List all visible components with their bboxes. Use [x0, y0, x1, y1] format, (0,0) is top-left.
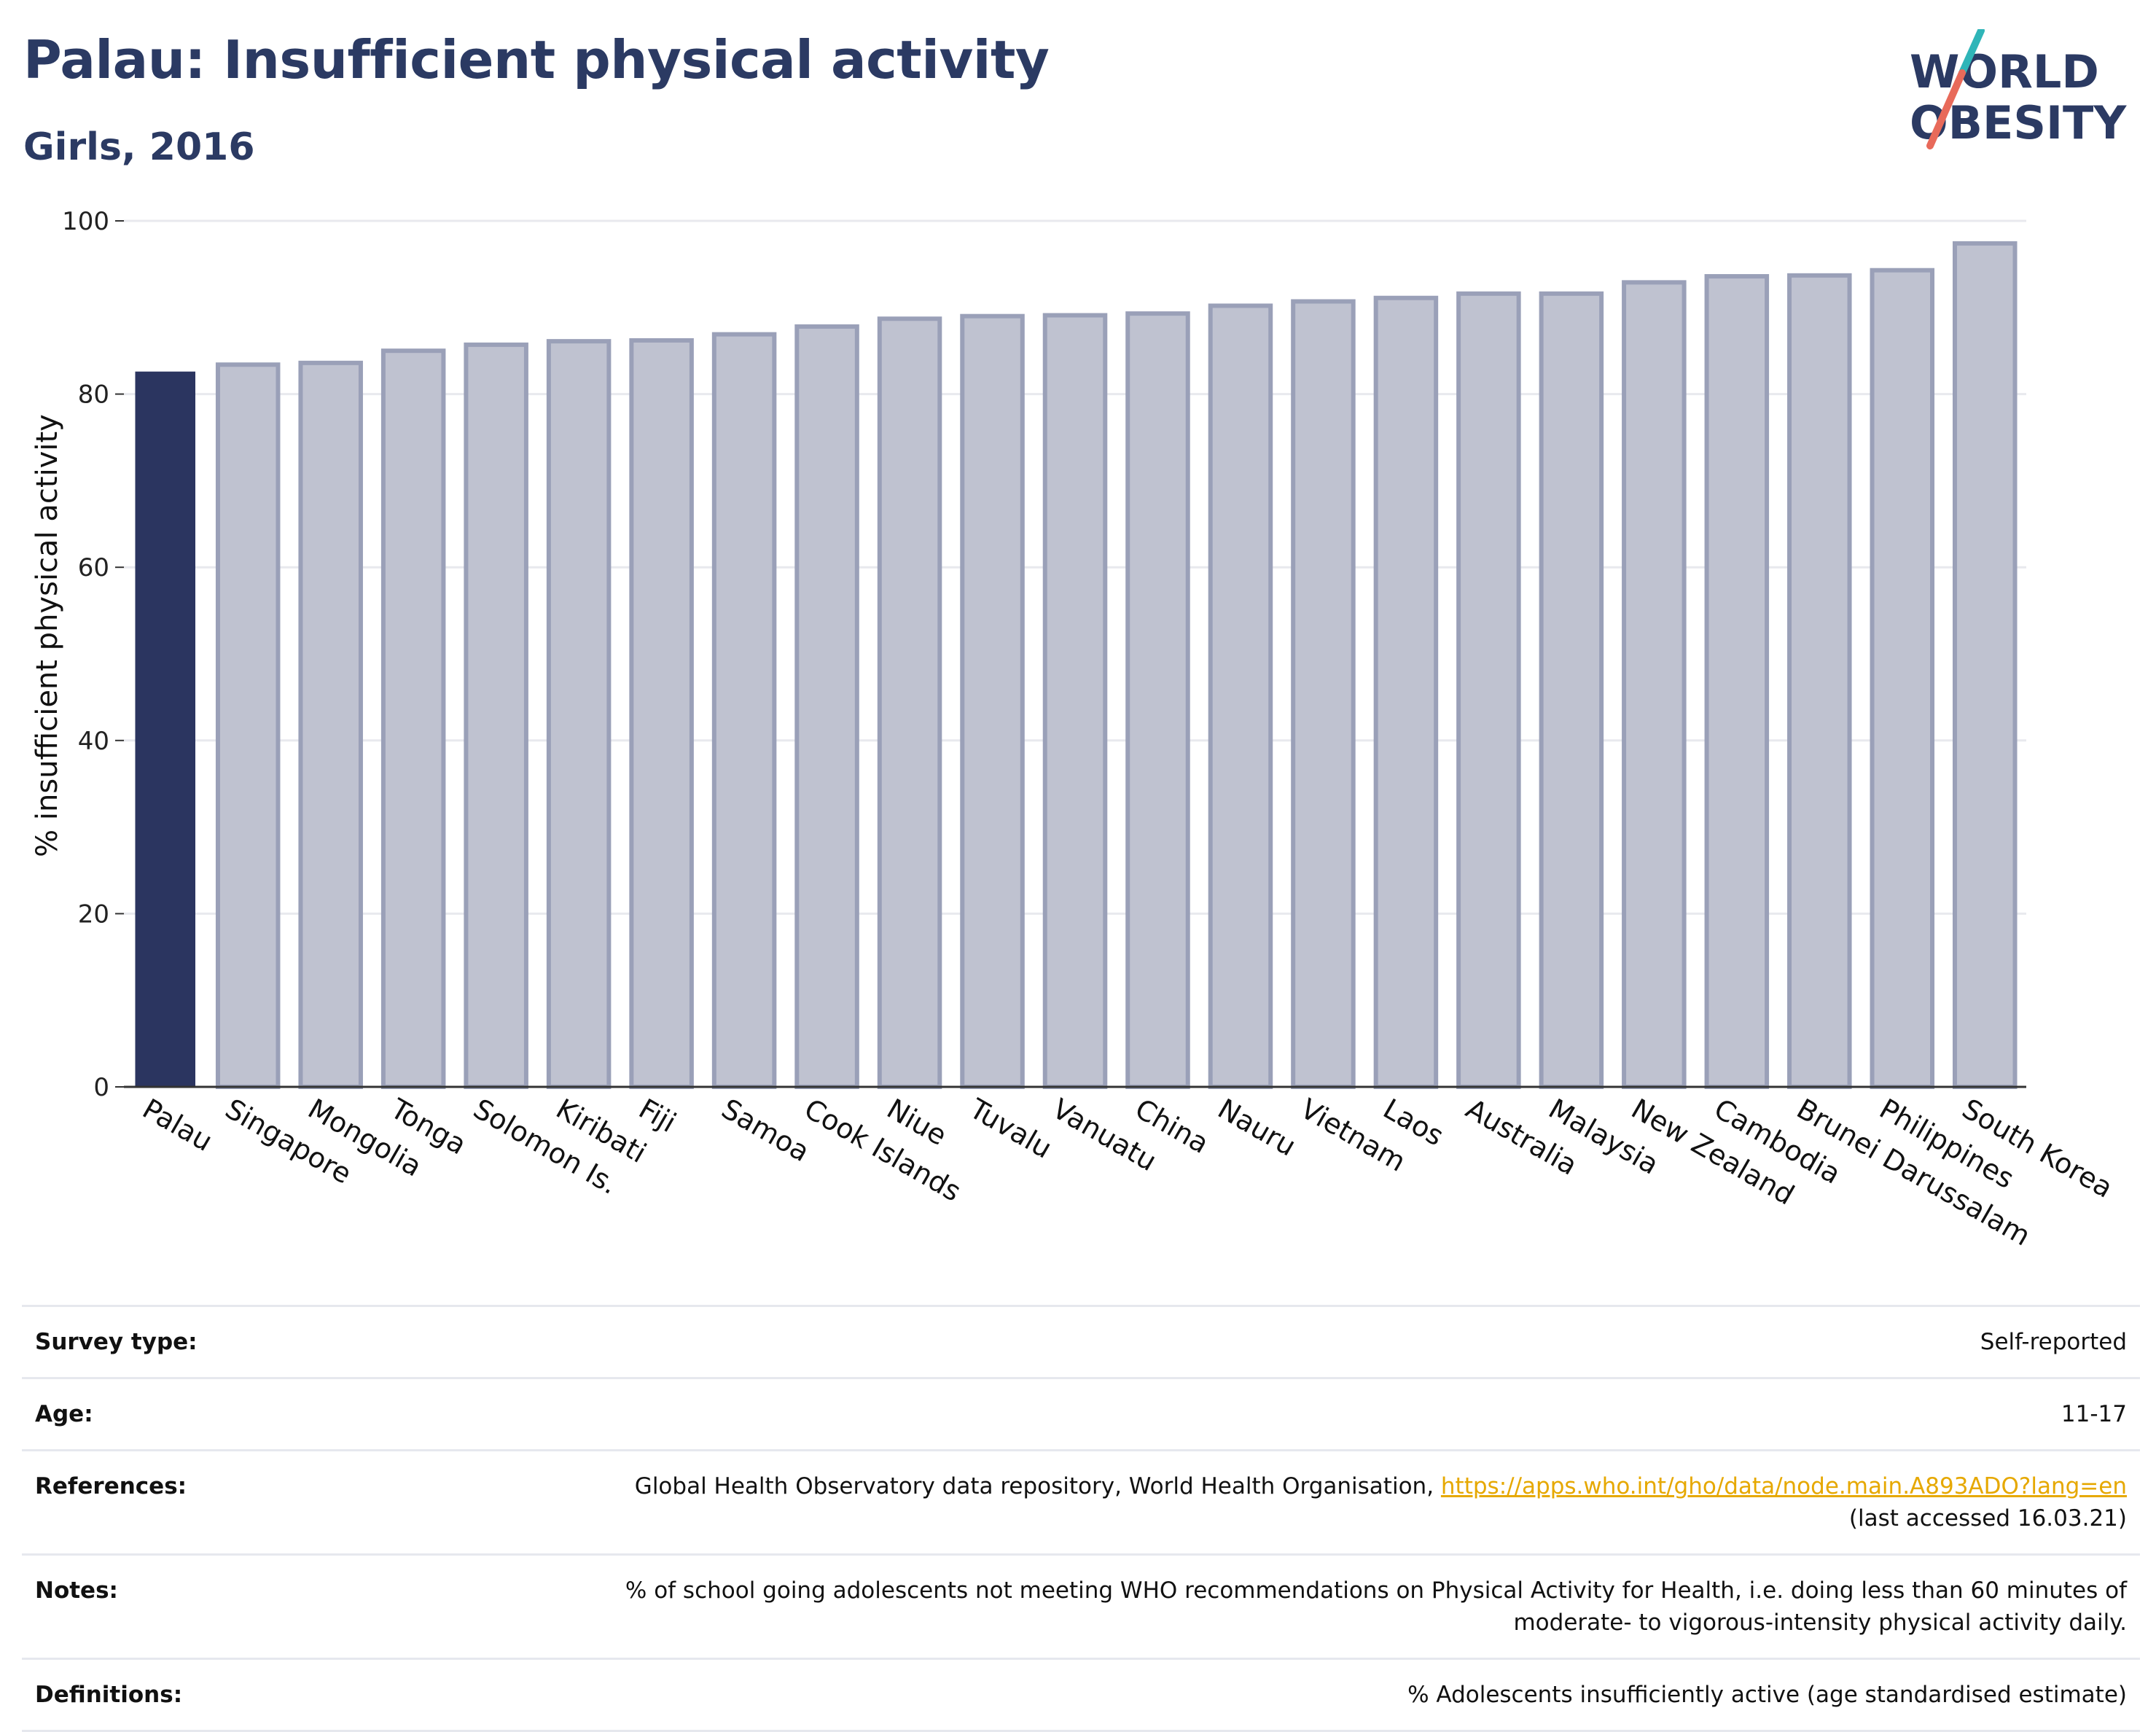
bar-singapore — [215, 362, 281, 1089]
bar-brunei-darussalam — [1787, 273, 1852, 1089]
y-tick-label: 20 — [78, 900, 109, 929]
x-tick-label: Fiji — [633, 1093, 681, 1139]
x-tick-label: Tuvalu — [964, 1092, 1057, 1165]
reference-text: Global Health Observatory data repositor… — [634, 1473, 1441, 1499]
y-tick-label: 40 — [78, 727, 109, 756]
bar-samoa — [711, 332, 777, 1089]
reference-link[interactable]: https://apps.who.int/gho/data/node.main.… — [1440, 1473, 2127, 1499]
bar-nauru — [1208, 303, 1273, 1090]
bar-philippines — [1870, 268, 1935, 1090]
bar-tonga — [380, 348, 446, 1089]
info-row-age: Age: 11-17 — [22, 1377, 2140, 1449]
logo-word-1: WORLD — [1910, 45, 2099, 98]
bar-tuvalu — [960, 313, 1025, 1089]
info-key: References: — [35, 1473, 187, 1499]
y-axis-title: % insufficient physical activity — [31, 414, 64, 857]
axes: 0 20 40 60 80 100 — [62, 207, 2026, 1102]
bar-solomon-is — [464, 342, 528, 1090]
bar-cook-islands — [794, 324, 859, 1089]
info-value: Self-reported — [1980, 1329, 2127, 1355]
world-obesity-logo: WORLD OBESITY — [1910, 29, 2127, 149]
info-row-notes: Notes: % of school going adolescents not… — [22, 1553, 2140, 1658]
bar-australia — [1456, 291, 1521, 1089]
y-tick-label: 0 — [93, 1073, 109, 1102]
bar-palau — [135, 371, 195, 1087]
info-key: Age: — [35, 1401, 93, 1427]
y-tick-label: 100 — [62, 207, 109, 236]
info-table: Survey type: Self-reported Age: 11-17 Re… — [22, 1305, 2140, 1732]
x-tick-label: Nauru — [1212, 1093, 1301, 1163]
x-tick-label: Palau — [137, 1093, 218, 1158]
bar-chart: 0 20 40 60 80 100 Palau SingaporeMongoliaTonga… — [31, 207, 2118, 1252]
chart-subtitle: Girls, 2016 — [23, 125, 255, 169]
info-value: % of school going adolescents not meetin… — [625, 1575, 2127, 1639]
bar-kiribati — [546, 339, 612, 1089]
bar-vanuatu — [1042, 313, 1108, 1090]
info-value: % Adolescents insufficiently active (age… — [1407, 1682, 2127, 1708]
info-row-definitions: Definitions: % Adolescents insufficientl… — [22, 1658, 2140, 1732]
bar-new-zealand — [1622, 280, 1687, 1089]
info-value: 11-17 — [2061, 1401, 2127, 1427]
y-tick-label: 60 — [78, 553, 109, 582]
bars — [135, 241, 2018, 1090]
y-tick-label: 80 — [78, 381, 109, 410]
chart-title: Palau: Insufficient physical activity — [23, 29, 1050, 90]
bar-china — [1125, 311, 1190, 1090]
bar-niue — [877, 316, 942, 1089]
info-key: Survey type: — [35, 1329, 198, 1355]
x-tick-label: Samoa — [716, 1093, 815, 1169]
info-key: Definitions: — [35, 1682, 183, 1708]
x-tick-label: Cook Islands — [799, 1093, 966, 1208]
bar-malaysia — [1539, 291, 1604, 1089]
bar-cambodia — [1704, 274, 1770, 1090]
bar-vietnam — [1291, 299, 1356, 1089]
info-value: Global Health Observatory data repositor… — [635, 1470, 2127, 1534]
info-key: Notes: — [35, 1577, 118, 1604]
bar-fiji — [629, 338, 694, 1090]
notes-line-1: % of school going adolescents not meetin… — [625, 1577, 2127, 1604]
bar-south-korea — [1953, 241, 2018, 1090]
bar-laos — [1373, 295, 1439, 1089]
info-row-references: References: Global Health Observatory da… — [22, 1449, 2140, 1553]
info-row-survey-type: Survey type: Self-reported — [22, 1305, 2140, 1377]
bar-mongolia — [298, 360, 363, 1090]
notes-line-2: moderate- to vigorous-intensity physical… — [1513, 1610, 2127, 1636]
reference-accessed: (last accessed 16.03.21) — [1848, 1505, 2127, 1532]
